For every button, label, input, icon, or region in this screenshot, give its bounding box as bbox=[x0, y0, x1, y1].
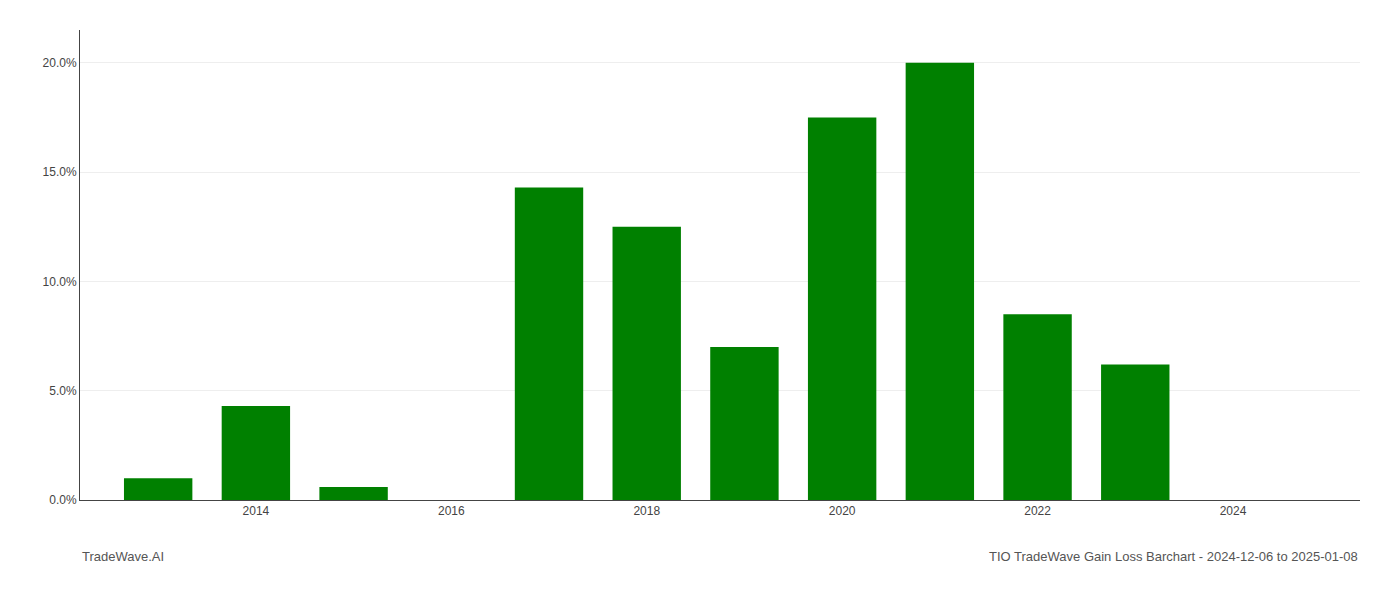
svg-text:10.0%: 10.0% bbox=[43, 275, 77, 289]
svg-text:2014: 2014 bbox=[243, 504, 270, 518]
svg-text:2024: 2024 bbox=[1220, 504, 1247, 518]
svg-text:20.0%: 20.0% bbox=[43, 56, 77, 70]
svg-text:TradeWave.AI: TradeWave.AI bbox=[82, 549, 164, 564]
svg-text:15.0%: 15.0% bbox=[43, 165, 77, 179]
svg-text:TIO TradeWave Gain Loss Barcha: TIO TradeWave Gain Loss Barchart - 2024-… bbox=[989, 549, 1358, 564]
svg-text:2022: 2022 bbox=[1024, 504, 1051, 518]
svg-text:2016: 2016 bbox=[438, 504, 465, 518]
svg-text:2018: 2018 bbox=[633, 504, 660, 518]
svg-text:0.0%: 0.0% bbox=[49, 493, 77, 507]
svg-text:2020: 2020 bbox=[829, 504, 856, 518]
svg-text:5.0%: 5.0% bbox=[49, 384, 77, 398]
